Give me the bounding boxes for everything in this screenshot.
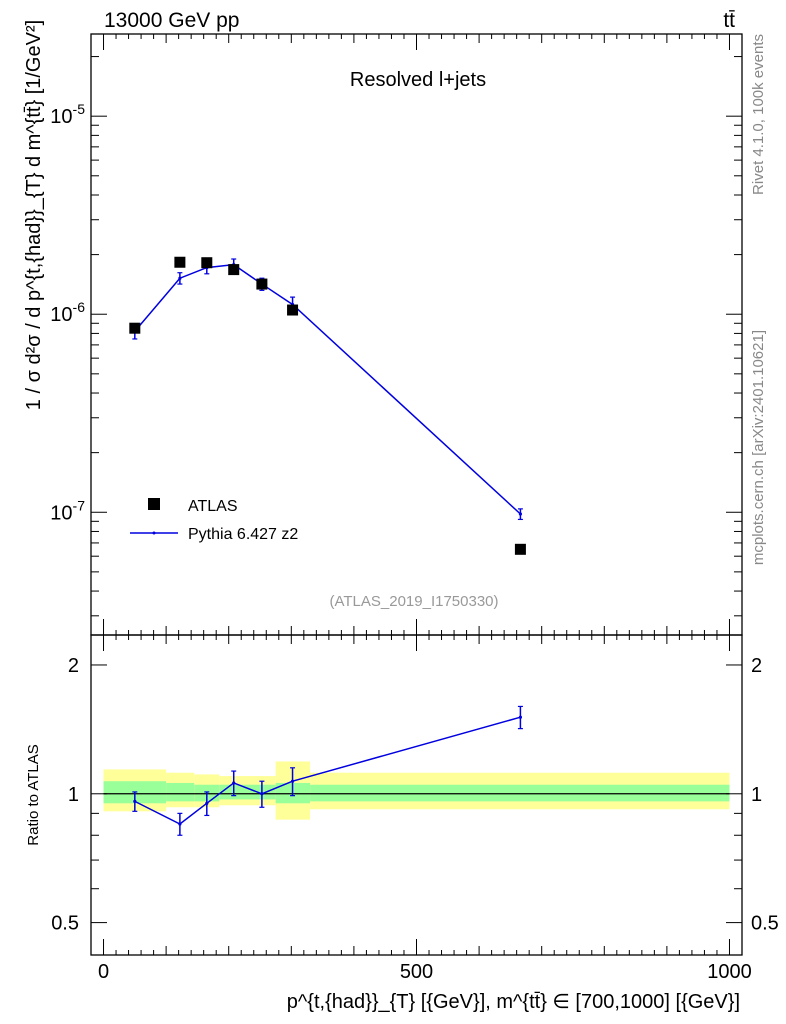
- main-mc-point: [518, 512, 523, 516]
- ratio-y-tick-label-right: 2: [751, 655, 762, 677]
- ratio-y-tick-label: 1: [68, 784, 79, 806]
- energy-label: 13000 GeV pp: [104, 9, 239, 32]
- legend: ATLAS Pythia 6.427 z2: [130, 498, 298, 543]
- x-tick-label: 500: [400, 961, 433, 983]
- main-frame: [90, 33, 743, 636]
- analysis-label: (ATLAS_2019_I1750330): [329, 593, 498, 610]
- ratio-panel: [103, 705, 730, 836]
- atlas-data-point: [228, 264, 240, 276]
- y-tick-label: 10-7: [50, 497, 85, 524]
- atlas-data-point: [201, 257, 213, 269]
- atlas-data-point: [287, 304, 299, 316]
- ratio-mc-point: [178, 822, 182, 826]
- ratio-y-axis-label: Ratio to ATLAS: [25, 744, 42, 845]
- ratio-y-tick-label: 2: [68, 655, 79, 677]
- main-y-axis-label: 1 / σ d²σ / d p^{t,{had}}_{T} d m^{tt̄} …: [23, 20, 45, 410]
- chart-title: Resolved l+jets: [350, 69, 486, 91]
- main-mc-point: [178, 276, 182, 280]
- ratio-band-inner: [310, 784, 730, 802]
- main-series: [129, 256, 526, 555]
- rivet-version-label: Rivet 4.1.0, 100k events: [750, 34, 767, 195]
- y-tick-label: 10-6: [50, 299, 85, 326]
- ratio-y-tick-label: 0.5: [51, 913, 79, 935]
- ratio-mc-point: [260, 792, 264, 796]
- atlas-data-point: [256, 278, 268, 290]
- atlas-data-point: [174, 256, 186, 268]
- atlas-data-point: [129, 322, 141, 334]
- ratio-y-tick-label-right: 1: [751, 784, 762, 806]
- atlas-data-point: [514, 543, 526, 555]
- legend-mc-marker: [152, 531, 156, 535]
- legend-atlas-label: ATLAS: [188, 498, 238, 515]
- ratio-mc-point: [205, 801, 209, 805]
- x-tick-label: 1000: [707, 961, 752, 983]
- x-axis-label: p^{t,{had}}_{T} [{GeV}], m^{tt̄} ∈ [700,…: [287, 991, 740, 1013]
- main-mc-line: [134, 263, 521, 515]
- legend-mc-label: Pythia 6.427 z2: [188, 526, 298, 543]
- source-label: mcplots.cern.ch [arXiv:2401.10621]: [750, 330, 767, 565]
- ratio-y-tick-label-right: 0.5: [751, 913, 779, 935]
- ratio-mc-point: [133, 799, 137, 803]
- ratio-band-inner: [166, 782, 195, 802]
- process-label: tt̄: [723, 9, 735, 32]
- legend-atlas-marker: [148, 498, 160, 510]
- x-tick-label: 0: [98, 961, 109, 983]
- ratio-mc-point: [290, 779, 295, 783]
- y-tick-label: 10-5: [50, 101, 85, 128]
- ratio-mc-point: [232, 781, 236, 785]
- ratio-mc-point: [518, 715, 523, 719]
- axes: 0 500 1000 10-7 10-6 10-5 0.5 0.5 1 1 2 2: [50, 33, 779, 983]
